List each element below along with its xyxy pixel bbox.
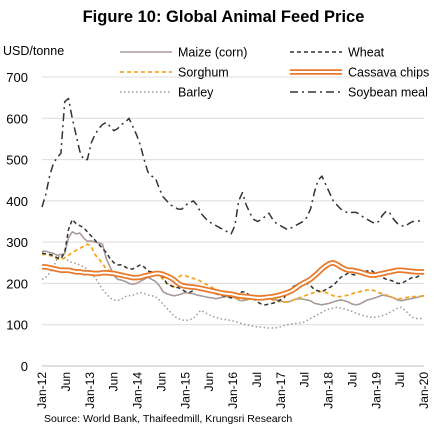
series-line-cassava-chips-inner xyxy=(42,261,424,299)
x-tick-label: Jan-15 xyxy=(178,372,192,409)
source-note: Source: World Bank, Thaifeedmill, Krungs… xyxy=(44,413,293,425)
legend-label-wheat: Wheat xyxy=(348,46,385,60)
axes: 0 100 200 300 400 500 600 700 Jan-12 Jun Jan-13 Jun… xyxy=(6,70,431,409)
y-tick-label: 500 xyxy=(6,153,28,168)
series-line-cassava-chips xyxy=(42,260,424,301)
legend-label-soybean-meal: Soybean meal xyxy=(348,86,428,100)
series-lines xyxy=(41,97,425,329)
x-tick-label: Jun xyxy=(59,372,73,391)
chart-title: Figure 10: Global Animal Feed Price xyxy=(82,8,365,26)
x-tick-label: Jun xyxy=(202,372,216,391)
x-tick-label: Jul xyxy=(250,372,264,387)
x-tick-label: Jan-19 xyxy=(369,372,383,409)
x-tick-label: Jan-14 xyxy=(131,372,145,409)
x-tick-label: Jun xyxy=(107,372,121,391)
x-tick-label: Jul xyxy=(345,372,359,387)
legend-label-sorghum: Sorghum xyxy=(178,66,229,80)
y-tick-label: 0 xyxy=(21,359,28,374)
y-tick-label: 100 xyxy=(6,318,28,333)
x-tick-label: Jan-16 xyxy=(226,372,240,409)
series-line-barley xyxy=(41,253,424,329)
gridlines xyxy=(42,76,424,367)
x-tick-label: Jul xyxy=(393,372,407,387)
y-axis-unit-label: USD/tonne xyxy=(3,44,65,58)
legend-label-barley: Barley xyxy=(178,86,214,100)
y-tick-label: 400 xyxy=(6,194,28,209)
x-tick-label: Jul xyxy=(298,372,312,387)
y-tick-label: 200 xyxy=(6,276,28,291)
x-tick-label: Jan-20 xyxy=(417,372,431,409)
x-tick-label: Jan-12 xyxy=(35,372,49,409)
y-tick-label: 700 xyxy=(6,70,28,85)
y-tick-label: 600 xyxy=(6,111,28,126)
y-tick-label: 300 xyxy=(6,235,28,250)
x-tick-label: Jan-18 xyxy=(322,372,336,409)
x-tick-label: Jun xyxy=(154,372,168,391)
legend-label-cassava-chips: Cassava chips xyxy=(348,66,429,80)
x-tick-label: Jan-17 xyxy=(274,372,288,409)
legend: Maize (corn) Wheat Sorghum Cassava chips Bar… xyxy=(120,46,429,100)
legend-label-maize-corn: Maize (corn) xyxy=(178,46,247,60)
series-line-soybean-meal xyxy=(41,97,425,235)
x-tick-label: Jan-13 xyxy=(83,372,97,409)
